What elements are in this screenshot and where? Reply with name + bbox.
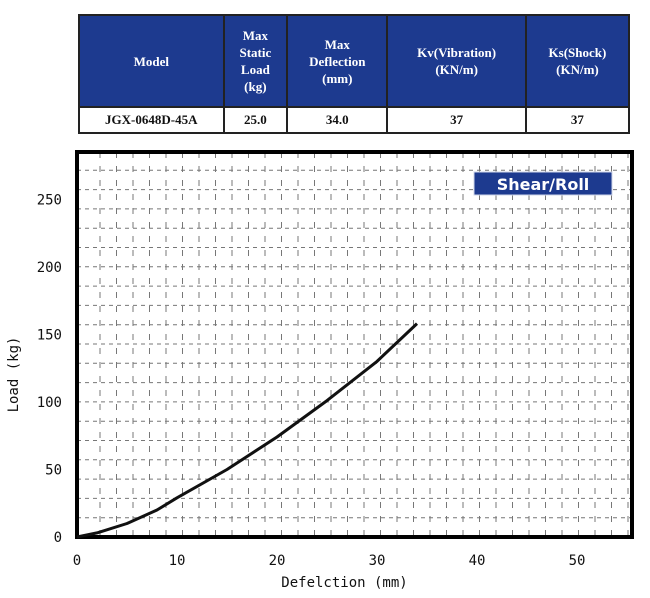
legend-label: Shear/Roll [497,175,590,194]
y-tick-label: 100 [37,395,62,411]
x-tick-label: 20 [269,553,286,569]
x-axis-label: Defelction (mm) [281,575,407,591]
series-line [76,322,419,539]
header-row: Model Max Static Load (kg) Max Deflection (mm) K… [78,14,631,108]
header-line: Kv(Vibration) [417,45,497,60]
header-line: Model [133,53,169,69]
x-tick-label: 50 [569,553,586,569]
spec-table: Model Max Static Load (kg) Max Deflection (mm) K… [78,14,631,134]
header-line: (KN/m) [556,62,599,77]
table-cell: 37 [524,106,631,134]
column-header: Max Deflection (mm) [286,14,389,108]
x-tick-label: 30 [369,553,386,569]
column-header: Ks(Shock) (KN/m) [524,14,631,108]
y-axis-label: Load (kg) [6,337,22,413]
x-tick-label: 10 [169,553,186,569]
header-line: Static [239,45,272,60]
x-tick-label: 40 [469,553,486,569]
table-cell: 34.0 [286,106,389,134]
y-tick-label: 250 [37,192,62,208]
header-line: Deflection [309,53,366,69]
legend-badge [473,171,613,196]
plot-area [77,152,632,537]
header-line: (kg) [244,79,267,94]
header-line: Max [242,28,268,43]
y-tick-label: 0 [54,530,62,546]
table-cell: 25.0 [222,106,289,134]
header-line: (mm) [322,70,353,86]
plot-frame [75,150,634,539]
header-line: Max [324,36,350,52]
table-cell: JGX-0648D-45A [78,106,225,134]
header-line: (KN/m) [435,62,478,77]
column-header: Max Static Load (kg) [222,14,289,108]
table-row: JGX-0648D-45A 25.0 34.0 37 37 [78,106,631,134]
column-header: Model [78,14,225,108]
column-header: Kv(Vibration) (KN/m) [386,14,527,108]
y-tick-label: 200 [37,260,62,276]
table-cell: 37 [386,106,527,134]
header-line: Ks(Shock) [548,45,607,60]
x-tick-label: 0 [73,553,81,569]
header-line: Load [240,62,270,77]
y-tick-label: 50 [45,462,62,478]
y-tick-label: 150 [37,327,62,343]
